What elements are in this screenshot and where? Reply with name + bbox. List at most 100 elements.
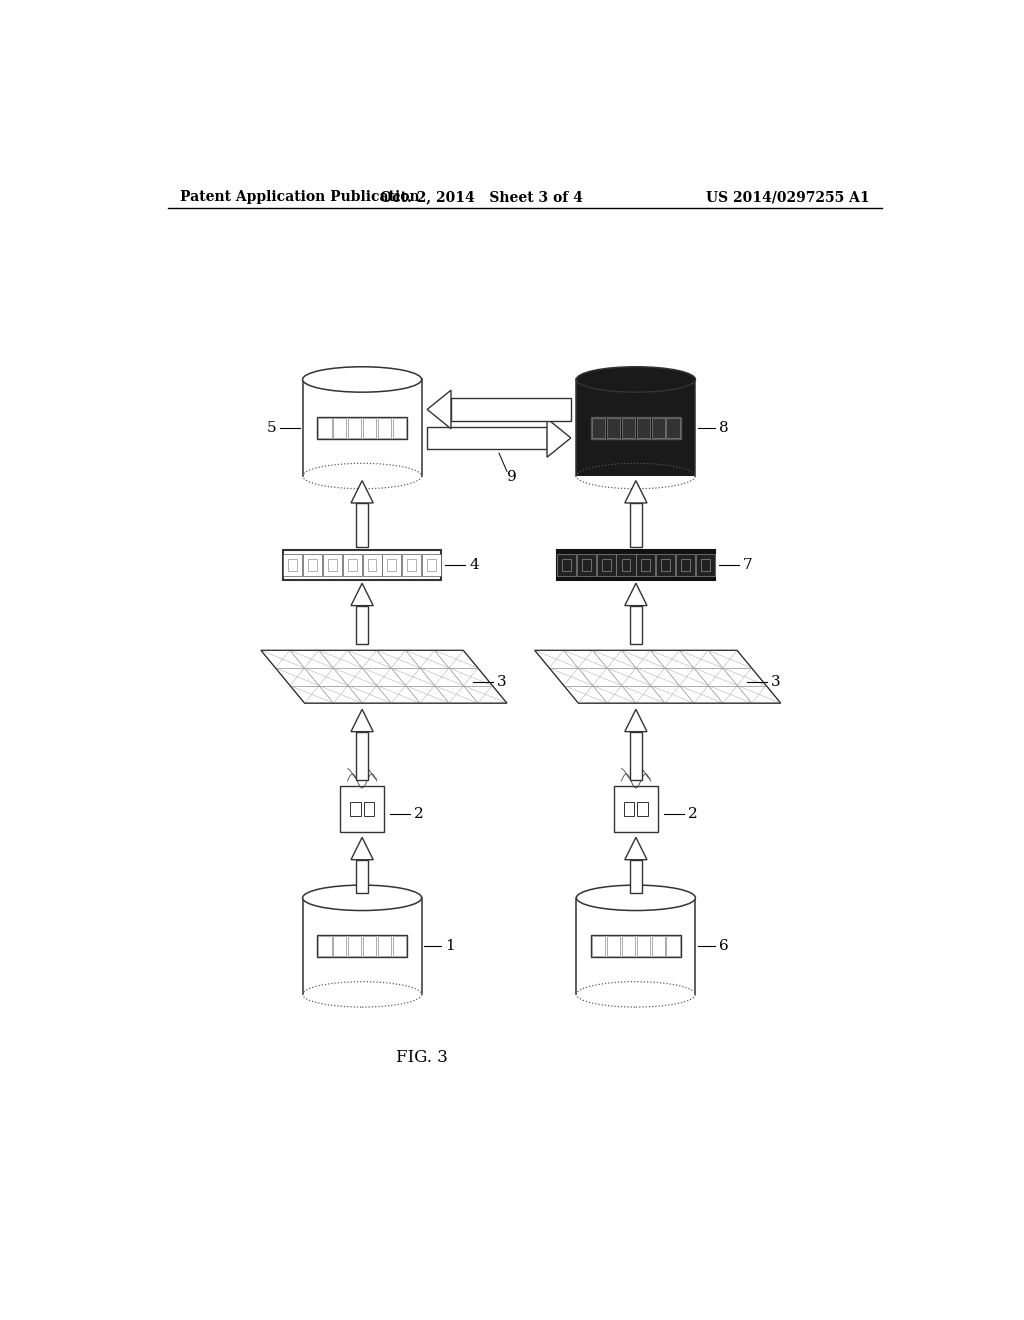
- Polygon shape: [351, 709, 373, 731]
- FancyBboxPatch shape: [616, 553, 636, 577]
- FancyBboxPatch shape: [288, 560, 297, 570]
- FancyBboxPatch shape: [624, 803, 634, 816]
- Ellipse shape: [577, 367, 695, 392]
- FancyBboxPatch shape: [592, 936, 605, 956]
- FancyBboxPatch shape: [582, 560, 591, 570]
- FancyBboxPatch shape: [667, 936, 680, 956]
- Polygon shape: [625, 709, 647, 731]
- FancyBboxPatch shape: [607, 936, 621, 956]
- FancyBboxPatch shape: [614, 785, 657, 832]
- FancyBboxPatch shape: [348, 560, 356, 570]
- FancyBboxPatch shape: [591, 417, 681, 440]
- FancyBboxPatch shape: [676, 553, 695, 577]
- Ellipse shape: [577, 886, 695, 911]
- FancyBboxPatch shape: [577, 553, 596, 577]
- FancyBboxPatch shape: [350, 803, 360, 816]
- FancyBboxPatch shape: [317, 417, 407, 440]
- FancyBboxPatch shape: [303, 553, 322, 577]
- Polygon shape: [351, 583, 373, 606]
- Polygon shape: [261, 651, 507, 704]
- FancyBboxPatch shape: [392, 936, 406, 956]
- Polygon shape: [351, 837, 373, 859]
- FancyBboxPatch shape: [378, 417, 391, 438]
- FancyBboxPatch shape: [340, 785, 384, 832]
- FancyBboxPatch shape: [378, 936, 391, 956]
- FancyBboxPatch shape: [622, 936, 635, 956]
- Polygon shape: [356, 606, 368, 644]
- FancyBboxPatch shape: [700, 560, 710, 570]
- FancyBboxPatch shape: [656, 553, 675, 577]
- FancyBboxPatch shape: [362, 936, 376, 956]
- FancyBboxPatch shape: [284, 553, 302, 577]
- Polygon shape: [625, 480, 647, 503]
- Text: 3: 3: [497, 675, 507, 689]
- FancyBboxPatch shape: [427, 560, 436, 570]
- FancyBboxPatch shape: [387, 560, 396, 570]
- FancyBboxPatch shape: [651, 417, 665, 438]
- Polygon shape: [303, 898, 422, 994]
- FancyBboxPatch shape: [591, 935, 681, 957]
- FancyBboxPatch shape: [348, 936, 361, 956]
- Polygon shape: [630, 503, 642, 546]
- FancyBboxPatch shape: [368, 560, 377, 570]
- Polygon shape: [351, 480, 373, 503]
- FancyBboxPatch shape: [651, 936, 665, 956]
- Text: 8: 8: [719, 421, 729, 434]
- Text: 7: 7: [743, 558, 753, 572]
- Polygon shape: [630, 731, 642, 780]
- FancyBboxPatch shape: [392, 417, 406, 438]
- FancyBboxPatch shape: [622, 417, 635, 438]
- FancyBboxPatch shape: [323, 553, 342, 577]
- Polygon shape: [356, 731, 368, 780]
- Text: 2: 2: [687, 807, 697, 821]
- Polygon shape: [630, 859, 642, 894]
- Text: Oct. 2, 2014   Sheet 3 of 4: Oct. 2, 2014 Sheet 3 of 4: [380, 190, 583, 205]
- Text: 5: 5: [267, 421, 276, 434]
- Polygon shape: [451, 399, 570, 421]
- FancyBboxPatch shape: [362, 553, 382, 577]
- FancyBboxPatch shape: [318, 936, 332, 956]
- Polygon shape: [356, 503, 368, 546]
- FancyBboxPatch shape: [636, 553, 655, 577]
- FancyBboxPatch shape: [318, 417, 332, 438]
- Text: FIG. 3: FIG. 3: [395, 1049, 447, 1067]
- FancyBboxPatch shape: [637, 936, 650, 956]
- FancyBboxPatch shape: [362, 417, 376, 438]
- FancyBboxPatch shape: [562, 560, 571, 570]
- Polygon shape: [303, 379, 422, 477]
- Text: US 2014/0297255 A1: US 2014/0297255 A1: [707, 190, 870, 205]
- Text: 4: 4: [469, 558, 479, 572]
- Polygon shape: [625, 583, 647, 606]
- FancyBboxPatch shape: [637, 417, 650, 438]
- FancyBboxPatch shape: [557, 553, 575, 577]
- FancyBboxPatch shape: [422, 553, 441, 577]
- Text: 3: 3: [771, 675, 780, 689]
- Polygon shape: [535, 651, 780, 704]
- FancyBboxPatch shape: [382, 553, 401, 577]
- Text: 6: 6: [719, 939, 729, 953]
- FancyBboxPatch shape: [308, 560, 317, 570]
- FancyBboxPatch shape: [333, 936, 346, 956]
- Ellipse shape: [303, 886, 422, 911]
- Text: Patent Application Publication: Patent Application Publication: [179, 190, 419, 205]
- FancyBboxPatch shape: [638, 803, 648, 816]
- FancyBboxPatch shape: [592, 417, 605, 438]
- FancyBboxPatch shape: [364, 803, 374, 816]
- FancyBboxPatch shape: [602, 560, 610, 570]
- FancyBboxPatch shape: [343, 553, 361, 577]
- FancyBboxPatch shape: [317, 935, 407, 957]
- Polygon shape: [427, 426, 547, 449]
- Polygon shape: [356, 859, 368, 894]
- Polygon shape: [577, 379, 695, 477]
- Polygon shape: [577, 898, 695, 994]
- FancyBboxPatch shape: [667, 417, 680, 438]
- Polygon shape: [630, 606, 642, 644]
- Polygon shape: [625, 837, 647, 859]
- FancyBboxPatch shape: [283, 549, 441, 581]
- FancyBboxPatch shape: [622, 560, 631, 570]
- FancyBboxPatch shape: [328, 560, 337, 570]
- FancyBboxPatch shape: [662, 560, 670, 570]
- Text: 2: 2: [414, 807, 424, 821]
- FancyBboxPatch shape: [408, 560, 416, 570]
- FancyBboxPatch shape: [557, 549, 715, 581]
